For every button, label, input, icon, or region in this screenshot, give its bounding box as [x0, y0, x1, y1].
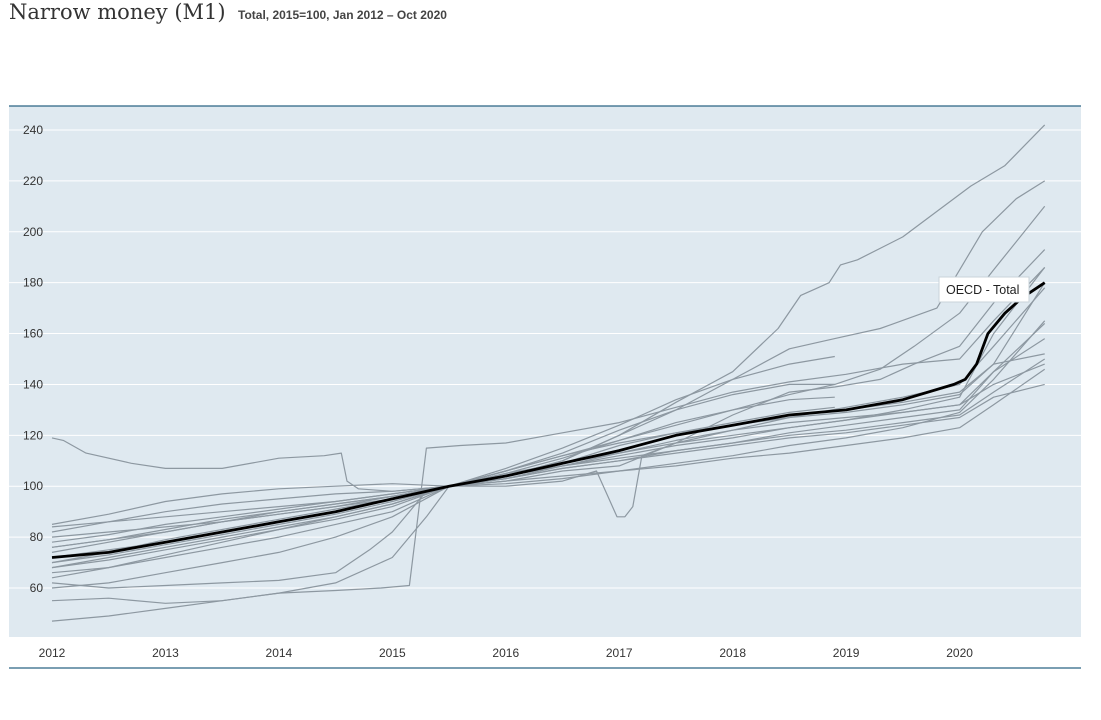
x-tick-label: 2015: [379, 646, 406, 660]
oecd-total-line: [51, 281, 1046, 559]
y-axis-tick-labels: 60 80 100 120 140 160 180 200 220 240: [23, 123, 43, 595]
series-line: [51, 320, 1046, 533]
x-tick-label: 2013: [152, 646, 179, 660]
series-line: [51, 267, 1046, 543]
x-tick-label: 2017: [606, 646, 633, 660]
y-tick-label: 120: [23, 428, 43, 442]
title-row: Narrow money (M1) Total, 2015=100, Jan 2…: [9, 0, 447, 34]
x-tick-label: 2020: [946, 646, 973, 660]
series-line: [51, 363, 1045, 589]
plot-area: [9, 106, 1081, 637]
series-line: [51, 353, 1045, 569]
x-axis: 2012 2013 2014 2015 2016 2017 2018 2019 2020: [9, 646, 1081, 669]
y-tick-label: 200: [23, 225, 43, 239]
x-tick-label: 2016: [492, 646, 519, 660]
series-line: [51, 368, 1046, 528]
highlight-line-group: [51, 281, 1046, 559]
annotation: OECD - Total: [938, 276, 1030, 303]
series-line: [51, 205, 1046, 574]
x-tick-label: 2014: [266, 646, 293, 660]
chart-title: Narrow money (M1): [9, 0, 226, 24]
x-tick-label: 2019: [833, 646, 860, 660]
x-tick-label: 2012: [39, 646, 66, 660]
y-tick-label: 220: [23, 174, 43, 188]
y-tick-label: 100: [23, 479, 43, 493]
series-line: [51, 266, 1046, 604]
x-tick-label: 2018: [719, 646, 746, 660]
series-line: [51, 249, 1046, 525]
y-tick-label: 180: [23, 276, 43, 290]
y-tick-label: 240: [23, 123, 43, 137]
gridlines: [9, 129, 1081, 589]
chart-subtitle: Total, 2015=100, Jan 2012 – Oct 2020: [238, 8, 447, 22]
plot-background: [9, 105, 1081, 637]
annotation-label: OECD - Total: [946, 283, 1019, 297]
y-tick-label: 80: [30, 530, 44, 544]
y-tick-label: 60: [30, 581, 44, 595]
series-line: [51, 383, 1045, 589]
y-tick-label: 160: [23, 327, 43, 341]
annotation-box: [938, 276, 1030, 303]
y-tick-label: 140: [23, 377, 43, 391]
